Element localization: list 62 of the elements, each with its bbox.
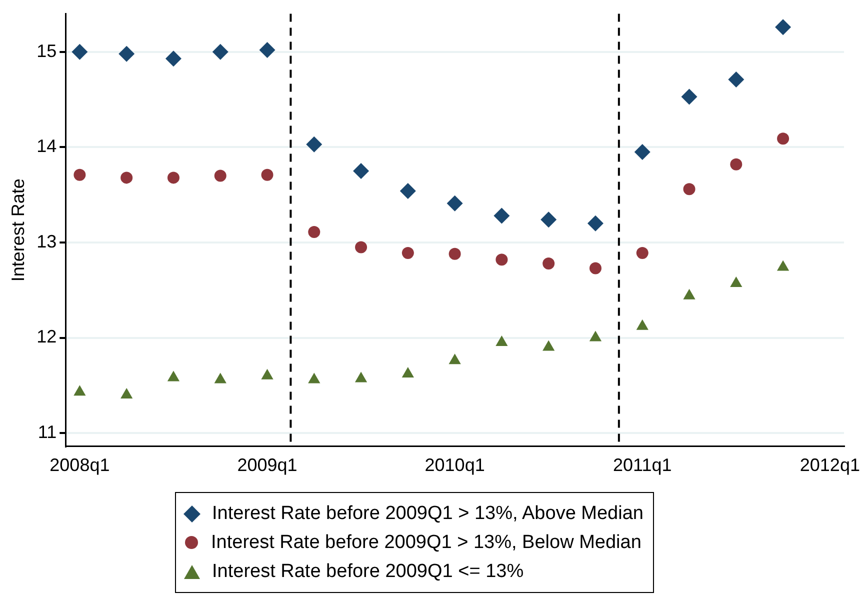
point xyxy=(165,50,182,67)
point xyxy=(636,246,648,259)
point xyxy=(636,319,648,330)
point xyxy=(728,72,744,88)
point xyxy=(542,257,555,270)
point xyxy=(446,195,463,212)
point xyxy=(259,42,276,58)
point xyxy=(354,372,368,382)
point xyxy=(587,215,604,232)
point xyxy=(72,44,88,60)
y-tick-label: 11 xyxy=(38,422,57,442)
point xyxy=(355,241,368,254)
point xyxy=(353,163,370,180)
legend-label: Interest Rate before 2009Q1 <= 13% xyxy=(212,560,524,584)
point xyxy=(306,136,322,152)
x-tick-label: 2009q1 xyxy=(237,455,298,476)
y-tick-label: 13 xyxy=(36,231,57,252)
point xyxy=(681,88,698,105)
point xyxy=(775,19,792,36)
x-tick-label: 2011q1 xyxy=(613,455,672,476)
point xyxy=(683,288,696,300)
point xyxy=(214,170,226,182)
point xyxy=(261,368,274,380)
point xyxy=(308,226,320,238)
y-tick-label: 14 xyxy=(36,136,57,156)
point xyxy=(730,158,742,170)
point xyxy=(402,246,414,259)
legend-label: Interest Rate before 2009Q1 > 13%, Above Median xyxy=(212,502,644,526)
point xyxy=(589,262,602,274)
point xyxy=(74,385,86,396)
point xyxy=(542,340,555,351)
x-tick-label: 2012q1 xyxy=(800,455,860,476)
point xyxy=(494,208,510,224)
point xyxy=(730,276,742,287)
point xyxy=(167,172,180,184)
point xyxy=(496,336,508,346)
x-tick-label: 2010q1 xyxy=(424,455,485,476)
point xyxy=(212,44,228,60)
point xyxy=(496,254,508,266)
point xyxy=(540,212,557,228)
point xyxy=(308,372,320,384)
point xyxy=(776,260,790,271)
point xyxy=(589,330,602,342)
point xyxy=(448,354,461,364)
y-tick-label: 12 xyxy=(36,326,57,347)
legend-label: Interest Rate before 2009Q1 > 13%, Below Median xyxy=(211,531,642,555)
point xyxy=(167,370,180,382)
point xyxy=(74,168,86,181)
point xyxy=(118,46,135,62)
point xyxy=(120,388,133,398)
x-tick-label: 2008q1 xyxy=(50,455,110,476)
point xyxy=(120,172,133,184)
point xyxy=(634,144,650,160)
point xyxy=(683,183,696,196)
point xyxy=(400,183,416,200)
point xyxy=(777,132,790,145)
y-axis-title: Interest Rate xyxy=(8,178,28,282)
point xyxy=(448,248,461,260)
y-tick-label: 15 xyxy=(36,40,57,61)
point xyxy=(261,168,274,181)
point xyxy=(402,366,414,378)
point xyxy=(214,372,226,384)
